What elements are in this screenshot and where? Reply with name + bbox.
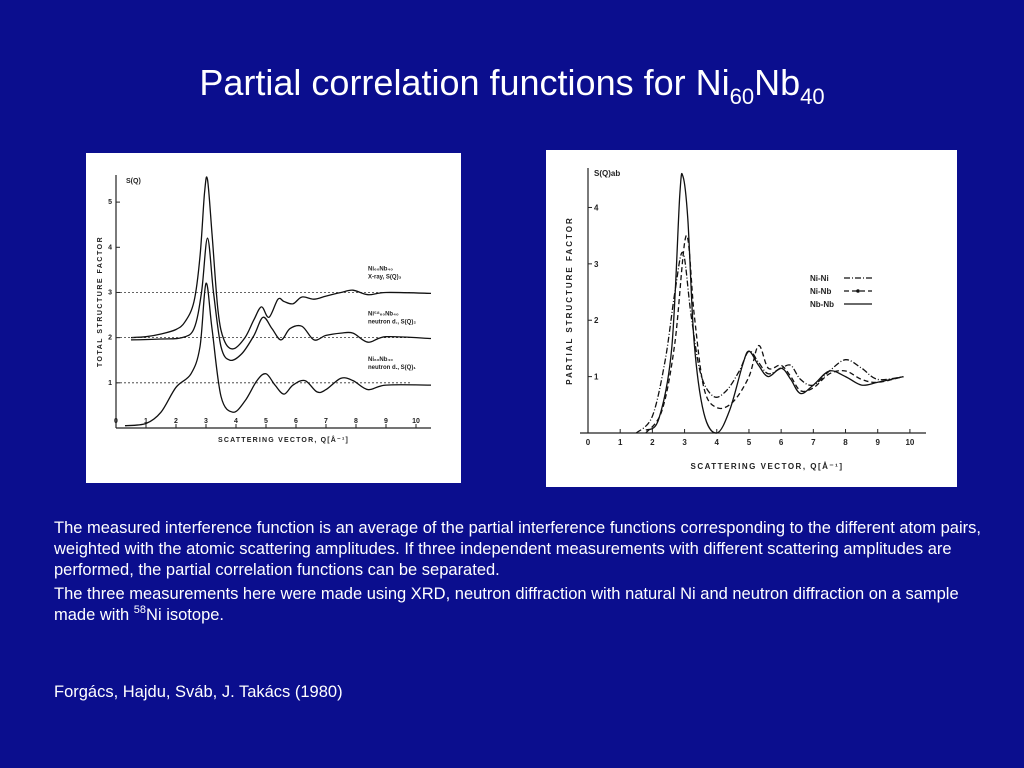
x-axis-title: SCATTERING VECTOR, Q[Å⁻¹] [691,462,844,471]
x-tick-label: 2 [650,438,655,447]
x-tick-label: 4 [234,418,238,425]
x-tick-label: 7 [324,418,328,425]
y-tick-label: 2 [108,335,112,342]
y-tick-label: 4 [108,244,112,251]
y-axis-symbol: S(Q) [126,178,141,185]
y-axis-symbol: S(Q)ab [594,169,620,178]
title-nb: Nb [754,62,801,103]
series-label-detail: neutron d., S(Q)₂ [368,320,416,326]
x-tick-label: 3 [204,418,208,425]
x-tick-label: 4 [715,438,720,447]
title-subscript-ni: 60 [729,84,755,109]
x-tick-label: 9 [384,418,388,425]
x-tick-label: 6 [294,418,298,425]
partial-structure-factor-figure: 0 1 2 3 4 5 6 7 8 9 10 1 2 3 4 S(Q)ab PARTIAL STRUCTURE … [546,150,957,487]
series-line [130,176,432,350]
legend-label: Ni-Nb [810,287,831,296]
series-line [645,172,904,434]
y-tick-label: 4 [594,203,599,212]
paragraph-2: The three measurements here were made us… [54,584,984,626]
partial-structure-factor-chart: 0 1 2 3 4 5 6 7 8 9 10 1 2 3 4 S(Q)ab PARTIAL STRUCTURE … [565,168,926,471]
x-tick-label: 2 [174,418,178,425]
y-tick-label: 3 [108,289,112,296]
isotope-superscript: 58 [133,604,147,616]
series-label-name: Ni₆₀Nb₄₀ [368,266,393,272]
x-tick-label: 0 [586,438,591,447]
legend-label: Nb-Nb [810,300,834,309]
legend-label: Ni-Ni [810,274,829,283]
y-tick-label: 5 [108,199,112,206]
legend-marker [856,289,860,293]
y-axis-title: PARTIAL STRUCTURE FACTOR [565,216,574,384]
x-tick-label: 0 [114,418,118,425]
paragraph-2-end: Ni isotope. [146,606,225,624]
y-tick-label: 1 [594,373,599,382]
x-tick-label: 9 [875,438,880,447]
x-tick-label: 5 [264,418,268,425]
series-label-detail: X-ray, S(Q)₃ [368,274,402,280]
x-tick-label: 3 [682,438,687,447]
x-tick-label: 8 [843,438,848,447]
series-line [635,251,904,434]
x-tick-label: 10 [412,418,420,425]
y-axis-title: TOTAL STRUCTURE FACTOR [97,236,104,367]
x-tick-label: 6 [779,438,784,447]
series-line [130,237,432,362]
series-line [124,282,432,427]
body-text: The measured interference function is an… [54,518,984,629]
x-tick-label: 1 [144,418,148,425]
series-line [645,235,904,434]
x-tick-label: 5 [747,438,752,447]
paragraph-2-start: The three measurements here were made us… [54,585,959,624]
y-tick-label: 2 [594,316,599,325]
series-label-name: Ni₆₀Nb₄₀ [368,357,393,363]
series-label-name: Ni⁵⁸₆₀Nb₄₀ [368,312,399,318]
y-tick-label: 3 [594,260,599,269]
x-axis-title: SCATTERING VECTOR, Q[Å⁻¹] [218,435,349,444]
series-label-detail: neutron d., S(Q)₁ [368,365,416,371]
x-tick-label: 1 [618,438,623,447]
reference-citation: Forgács, Hajdu, Sváb, J. Takács (1980) [54,683,343,701]
y-tick-label: 1 [108,380,112,387]
total-structure-factor-chart: 0 1 2 3 4 5 6 7 8 9 10 1 2 3 4 5 S(Q) TOTAL STRUCTURE FAC… [97,175,432,444]
title-subscript-nb: 40 [800,84,825,109]
title-main: Partial correlation functions for Ni [199,62,730,103]
paragraph-1: The measured interference function is an… [54,519,981,579]
x-tick-label: 7 [811,438,816,447]
total-structure-factor-figure: 0 1 2 3 4 5 6 7 8 9 10 1 2 3 4 5 S(Q) TOTAL STRUCTURE FAC… [86,153,461,483]
slide-title: Partial correlation functions for Ni60Nb… [0,62,1024,108]
x-tick-label: 10 [905,438,914,447]
x-tick-label: 8 [354,418,358,425]
